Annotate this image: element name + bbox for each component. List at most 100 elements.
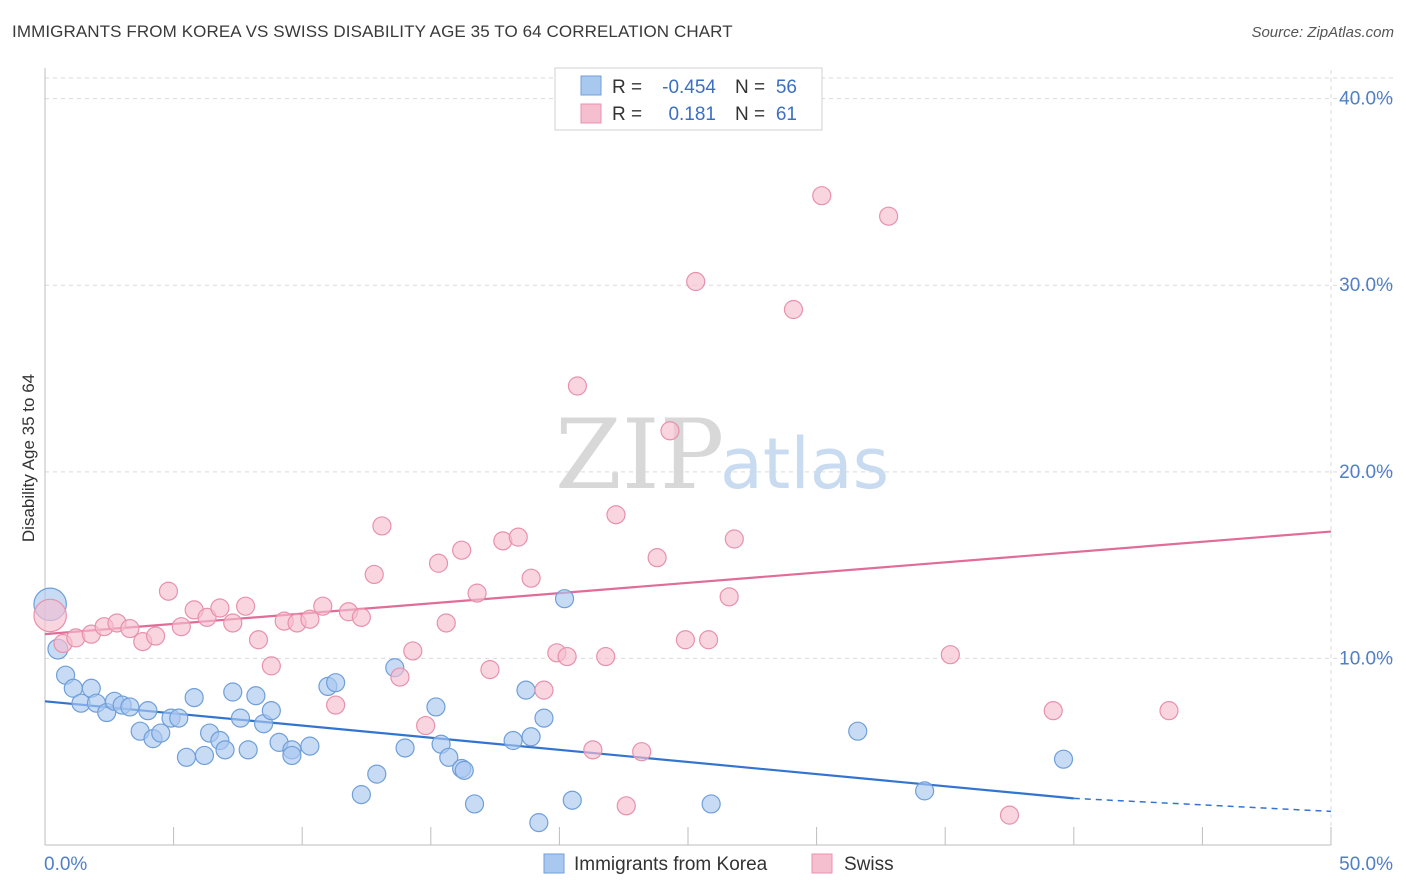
point-korea-12 (138, 701, 158, 721)
point-swiss-40 (557, 646, 577, 667)
watermark-zip: ZIP (555, 399, 724, 511)
point-swiss-0 (33, 598, 67, 633)
point-swiss-50 (686, 271, 706, 292)
legend-r-value-korea: -0.454 (662, 77, 716, 98)
point-swiss-48 (660, 421, 680, 441)
point-korea-17 (176, 747, 197, 767)
point-korea-34 (326, 673, 346, 693)
point-korea-22 (215, 740, 235, 760)
point-swiss-45 (616, 796, 636, 816)
chart-title: IMMIGRANTS FROM KOREA VS SWISS DISABILIT… (12, 22, 733, 41)
point-korea-39 (426, 697, 446, 717)
point-swiss-21 (313, 596, 333, 616)
point-swiss-37 (521, 568, 541, 588)
bottom-legend-korea: Immigrants from Korea (574, 854, 768, 875)
point-korea-53 (848, 721, 868, 741)
point-swiss-27 (390, 667, 410, 687)
point-swiss-31 (436, 613, 456, 633)
point-korea-47 (521, 727, 541, 747)
trend-line-korea (44, 700, 1074, 800)
point-korea-28 (261, 701, 281, 721)
point-swiss-6 (120, 618, 140, 639)
point-swiss-38 (534, 680, 554, 700)
y-axis-label: Disability Age 35 to 64 (19, 374, 38, 542)
point-korea-25 (238, 740, 258, 760)
trend-lines (44, 530, 1332, 813)
point-swiss-56 (879, 206, 899, 226)
point-korea-45 (503, 730, 523, 751)
point-swiss-43 (596, 646, 616, 667)
point-korea-24 (230, 708, 251, 728)
point-swiss-32 (452, 540, 472, 560)
point-swiss-28 (403, 641, 423, 661)
legend-n-label-swiss: N = (735, 104, 765, 125)
point-swiss-58 (999, 805, 1020, 825)
legend-n-value-swiss: 61 (776, 104, 797, 125)
bottom-legend-swatch-swiss (811, 853, 833, 874)
point-swiss-42 (583, 740, 603, 760)
legend-n-label-korea: N = (735, 77, 765, 98)
point-swiss-25 (364, 564, 384, 585)
point-korea-38 (395, 738, 415, 758)
point-korea-35 (351, 785, 371, 805)
point-korea-36 (367, 764, 387, 784)
point-korea-19 (194, 745, 215, 766)
point-swiss-12 (197, 607, 217, 627)
y-tick-label-2: 30.0% (1339, 275, 1393, 296)
point-korea-50 (554, 589, 575, 609)
y-tick-label-0: 10.0% (1339, 648, 1393, 669)
legend-swatch-swiss (580, 103, 602, 124)
source-credit: Source: ZipAtlas.com (1251, 24, 1394, 41)
bottom-legend-swiss: Swiss (844, 854, 894, 875)
point-korea-10 (120, 697, 140, 717)
point-swiss-9 (158, 581, 179, 601)
point-swiss-26 (372, 516, 392, 536)
legend-swatch-korea (580, 75, 602, 96)
point-korea-46 (516, 680, 536, 700)
point-korea-55 (1053, 749, 1074, 769)
legend-r-label-korea: R = (612, 77, 642, 98)
point-korea-26 (246, 686, 266, 706)
point-swiss-51 (698, 630, 719, 650)
point-swiss-44 (606, 505, 626, 525)
tick-labels: 10.0% 20.0% 30.0% 40.0% 0.0% 50.0% (44, 89, 1393, 875)
point-korea-54 (915, 781, 935, 801)
trend-line-swiss (44, 530, 1332, 636)
point-swiss-17 (261, 656, 281, 676)
x-tick-label-0: 0.0% (44, 854, 87, 875)
point-swiss-41 (567, 376, 588, 396)
point-swiss-34 (480, 660, 500, 680)
watermark-atlas: atlas (720, 423, 889, 505)
correlation-legend: R = -0.454 N = 56 R = 0.181 N = 61 (554, 67, 823, 131)
point-swiss-22 (326, 695, 346, 715)
legend-r-value-swiss: 0.181 (668, 104, 716, 125)
point-swiss-49 (675, 630, 696, 650)
x-tick-label-1: 50.0% (1339, 854, 1393, 875)
point-korea-41 (439, 747, 459, 767)
point-swiss-33 (467, 583, 487, 603)
legend-n-value-korea: 56 (776, 77, 797, 98)
point-korea-32 (300, 736, 320, 756)
point-korea-31 (282, 745, 302, 766)
bottom-legend-swatch-korea (543, 853, 565, 874)
point-swiss-55 (812, 186, 832, 206)
point-swiss-15 (236, 596, 256, 616)
point-korea-16 (169, 708, 189, 728)
point-swiss-59 (1043, 701, 1063, 721)
point-swiss-16 (248, 630, 269, 650)
point-korea-18 (184, 687, 204, 708)
series-legend: Immigrants from Korea Swiss (543, 853, 894, 875)
legend-r-label-swiss: R = (612, 104, 642, 125)
point-korea-51 (562, 790, 582, 810)
point-swiss-24 (351, 607, 371, 627)
point-korea-49 (534, 708, 554, 728)
point-swiss-52 (719, 587, 739, 607)
point-swiss-30 (428, 553, 449, 573)
point-korea-14 (151, 723, 171, 743)
point-swiss-20 (300, 609, 320, 629)
point-korea-23 (223, 682, 243, 702)
y-tick-label-3: 40.0% (1339, 89, 1393, 110)
point-korea-48 (529, 813, 549, 833)
point-swiss-46 (632, 742, 652, 762)
